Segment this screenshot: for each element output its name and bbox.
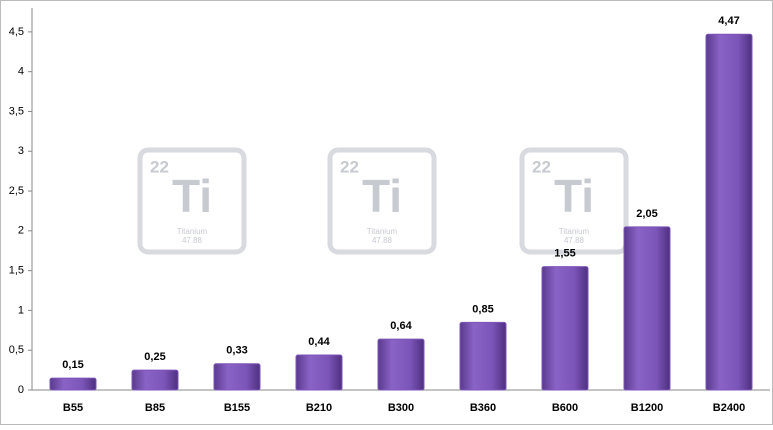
- value-label: 0,85: [472, 303, 493, 315]
- bar: [377, 338, 425, 391]
- watermark-symbol: Ti: [554, 170, 594, 222]
- value-label: 0,64: [390, 320, 412, 332]
- y-tick-label: 1: [18, 304, 24, 316]
- watermark-name: Titanium: [177, 227, 208, 236]
- watermark-mass: 47.88: [372, 236, 393, 245]
- bar: [459, 321, 507, 391]
- watermark-number: 22: [340, 157, 359, 176]
- bar: [213, 363, 261, 391]
- bar: [295, 354, 343, 391]
- y-tick-label: 4: [18, 66, 24, 78]
- watermark-box: [519, 147, 629, 255]
- bar: [49, 377, 97, 391]
- value-label: 0,44: [308, 336, 330, 348]
- x-tick-label: B155: [224, 402, 250, 414]
- value-label: 2,05: [636, 208, 657, 220]
- y-tick-label: 0: [18, 384, 24, 396]
- value-label: 0,15: [62, 359, 83, 371]
- watermark-name: Titanium: [367, 227, 398, 236]
- watermark-number: 22: [532, 157, 551, 176]
- bar: [541, 266, 589, 391]
- x-tick-label: B360: [470, 402, 496, 414]
- y-tick-label: 0,5: [9, 344, 24, 356]
- x-tick-label: B55: [63, 402, 83, 414]
- bar: [705, 33, 753, 391]
- watermarks: 22TiTitanium47.8822TiTitanium47.8822TiTi…: [137, 147, 629, 255]
- x-tick-label: B1200: [631, 402, 663, 414]
- y-tick-label: 4,5: [9, 26, 24, 38]
- value-label: 0,33: [226, 345, 247, 357]
- watermark-symbol: Ti: [362, 170, 402, 222]
- watermark-symbol: Ti: [172, 170, 212, 222]
- watermark-box: [137, 147, 247, 255]
- bar: [131, 369, 179, 391]
- watermark-box: [327, 147, 437, 255]
- y-tick-label: 1,5: [9, 265, 24, 277]
- bar: [623, 226, 671, 391]
- value-label: 1,55: [554, 248, 575, 260]
- value-label: 4,47: [718, 15, 739, 27]
- watermark-mass: 47.88: [564, 236, 585, 245]
- x-tick-label: B2400: [713, 402, 745, 414]
- value-label: 0,25: [144, 351, 165, 363]
- watermark-name: Titanium: [559, 227, 590, 236]
- y-tick-label: 3,5: [9, 105, 24, 117]
- x-tick-label: B85: [145, 402, 165, 414]
- y-tick-label: 2: [18, 225, 24, 237]
- x-tick-label: B300: [388, 402, 414, 414]
- x-tick-label: B210: [306, 402, 332, 414]
- watermark-mass: 47.88: [182, 236, 203, 245]
- x-tick-label: B600: [552, 402, 578, 414]
- y-tick-label: 2,5: [9, 185, 24, 197]
- y-tick-label: 3: [18, 145, 24, 157]
- watermark-number: 22: [150, 157, 169, 176]
